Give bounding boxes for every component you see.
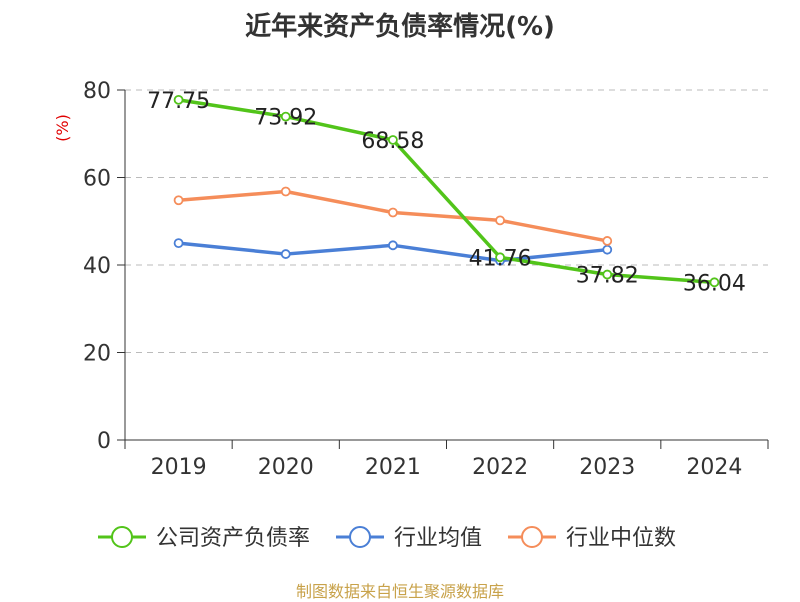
x-tick-label: 2019 — [151, 455, 207, 480]
legend-marker — [521, 526, 543, 548]
data-point — [495, 252, 505, 263]
y-axis-unit: (%) — [53, 114, 72, 142]
x-tick-label: 2021 — [365, 455, 421, 480]
x-tick-label: 2023 — [579, 455, 635, 480]
y-tick-label: 20 — [83, 342, 111, 367]
legend-marker — [349, 526, 371, 548]
data-point — [602, 236, 613, 246]
x-tick-label: 2024 — [686, 455, 742, 480]
x-tick-label: 2020 — [258, 455, 314, 480]
x-tick-label: 2022 — [472, 455, 528, 480]
data-label: 77.75 — [147, 89, 210, 114]
data-point — [709, 277, 720, 288]
chart-title: 近年来资产负债率情况(%) — [245, 12, 555, 42]
data-point — [280, 111, 291, 122]
series-lines — [173, 94, 720, 288]
data-label: 36.04 — [683, 271, 746, 296]
y-tick-label: 40 — [83, 254, 111, 279]
data-labels: 77.75 73.92 68.58 41.76 37.82 36.04 — [147, 89, 746, 296]
data-point — [388, 207, 398, 218]
legend: 公司资产负债率 行业均值 行业中位数 — [98, 526, 676, 551]
data-point — [602, 269, 613, 280]
axes: 0 20 40 60 80 (%) 2019 2020 2021 2022 2023 2024 — [53, 79, 769, 480]
series-line — [178, 98, 715, 285]
data-point — [173, 94, 184, 105]
data-point — [280, 249, 291, 259]
data-point — [173, 195, 184, 206]
legend-label: 行业中位数 — [566, 526, 676, 551]
data-point — [602, 244, 613, 255]
data-label: 73.92 — [254, 106, 317, 131]
legend-marker — [111, 526, 133, 548]
y-tick-label: 60 — [83, 167, 111, 192]
data-point — [388, 240, 398, 251]
source-note: 制图数据来自恒生聚源数据库 — [295, 582, 504, 601]
data-label: 37.82 — [576, 264, 639, 289]
legend-label: 公司资产负债率 — [156, 526, 310, 551]
grid-lines — [125, 89, 768, 353]
legend-label: 行业均值 — [394, 526, 482, 551]
data-label: 41.76 — [469, 246, 532, 271]
y-tick-label: 0 — [97, 429, 111, 454]
data-label: 68.58 — [361, 129, 424, 154]
data-point — [495, 215, 505, 226]
data-point — [280, 186, 291, 197]
y-tick-label: 80 — [83, 79, 111, 104]
data-point — [388, 135, 398, 145]
data-point — [173, 238, 184, 249]
